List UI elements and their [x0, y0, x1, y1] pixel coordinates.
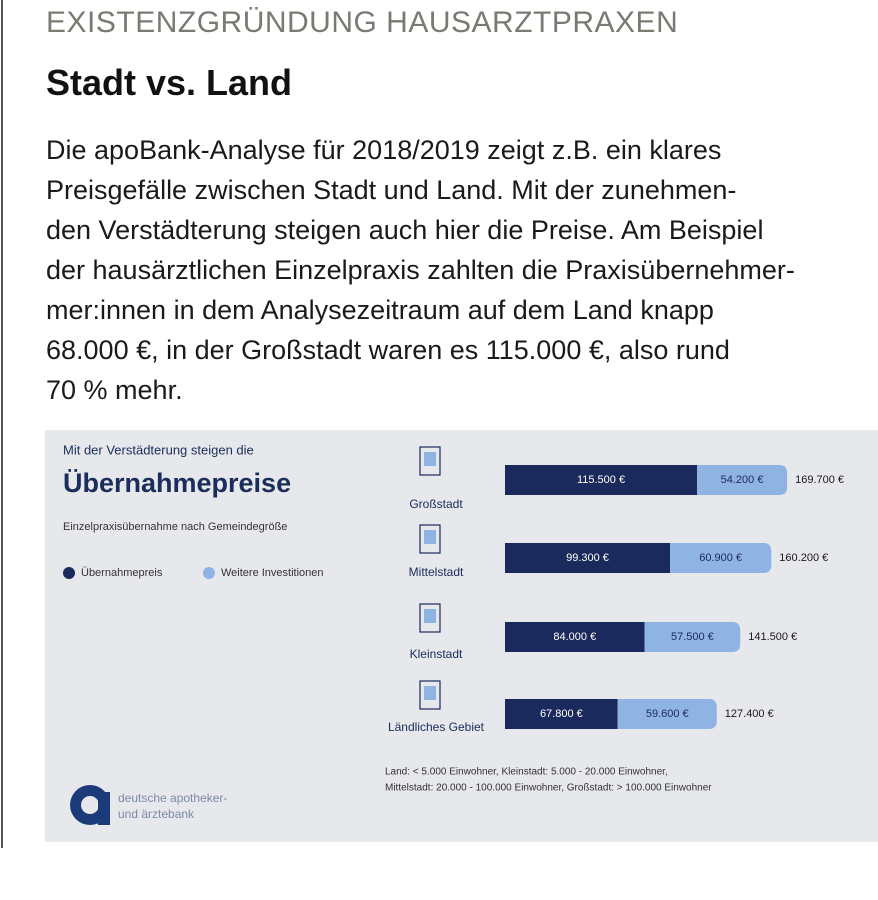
- chart-kicker: Mit der Verstädterung steigen die: [63, 442, 254, 457]
- icon-window: [424, 609, 436, 623]
- icon-window: [424, 686, 436, 700]
- chart-title: Übernahmepreise: [63, 468, 291, 498]
- footnote: Land: < 5.000 Einwohner, Kleinstadt: 5.0…: [385, 767, 668, 778]
- bar-segment: [670, 543, 772, 573]
- icon-building: [419, 524, 441, 554]
- kicker: EXISTENZGRÜNDUNG HAUSARZTPRAXEN: [46, 6, 679, 39]
- body-line: der hausärztlichen Einzelpraxis zahlten …: [46, 255, 795, 285]
- bar-segment: [505, 622, 645, 652]
- logo: [70, 785, 110, 825]
- value-label: 84.000 €: [553, 631, 596, 643]
- bar-segment: [644, 622, 741, 652]
- footnote: Mittelstadt: 20.000 - 100.000 Einwohner,…: [385, 783, 712, 794]
- bar-segment: [697, 465, 788, 495]
- category-icon: [419, 603, 441, 633]
- body-line: 70 % mehr.: [46, 375, 183, 405]
- icon-window: [424, 452, 436, 466]
- total-label: 127.400 €: [725, 708, 774, 720]
- logo-text: und ärztebank: [118, 807, 195, 821]
- logo-text: deutsche apotheker-: [118, 791, 227, 805]
- headline: Stadt vs. Land: [46, 62, 293, 103]
- total-label: 141.500 €: [748, 631, 797, 643]
- body-line: Die apoBank-Analyse für 2018/2019 zeigt …: [46, 135, 722, 165]
- total-label: 160.200 €: [779, 552, 828, 564]
- bar-segment: [505, 543, 671, 573]
- legend-swatch: [63, 567, 75, 579]
- category-icon: [419, 680, 441, 710]
- value-label: 99.300 €: [566, 552, 609, 564]
- body-line: 68.000 €, in der Großstadt waren es 115.…: [46, 335, 730, 365]
- bar-segment: [505, 465, 697, 495]
- legend-label: Weitere Investitionen: [221, 567, 324, 579]
- category-label: Mittelstadt: [409, 565, 464, 579]
- category-icon: [419, 524, 441, 554]
- value-label: 60.900 €: [699, 552, 742, 564]
- icon-building: [419, 603, 441, 633]
- icon-building: [419, 446, 441, 476]
- value-label: 115.500 €: [577, 474, 625, 486]
- body-line: den Verstädterung steigen auch hier die …: [46, 215, 764, 245]
- infographic: Mit der Verstädterung steigen die Überna…: [45, 430, 878, 842]
- category-label: Ländliches Gebiet: [388, 720, 485, 734]
- category-label: Kleinstadt: [410, 647, 463, 661]
- bar-segment: [505, 699, 618, 729]
- category-icon: [419, 446, 441, 476]
- value-label: 67.800 €: [540, 708, 583, 720]
- legend-label: Übernahmepreis: [81, 567, 163, 579]
- value-label: 57.500 €: [671, 631, 714, 643]
- bar-segment: [617, 699, 717, 729]
- total-label: 169.700 €: [795, 474, 844, 486]
- logo-mark-stem: [98, 792, 110, 825]
- legend-swatch: [203, 567, 215, 579]
- side-rule: [1, 0, 3, 848]
- body-line: Preisgefälle zwischen Stadt und Land. Mi…: [46, 175, 737, 205]
- body-text: Die apoBank-Analyse für 2018/2019 zeigt …: [46, 130, 795, 410]
- chart-subtitle: Einzelpraxisübernahme nach Gemeindegröße: [63, 521, 287, 533]
- logo-mark-inner: [81, 796, 99, 814]
- icon-window: [424, 530, 436, 544]
- category-label: Großstadt: [409, 497, 463, 511]
- body-line: mer:innen in dem Analysezeitraum auf dem…: [46, 295, 714, 325]
- value-label: 59.600 €: [646, 708, 689, 720]
- icon-building: [419, 680, 441, 710]
- value-label: 54.200 €: [721, 474, 764, 486]
